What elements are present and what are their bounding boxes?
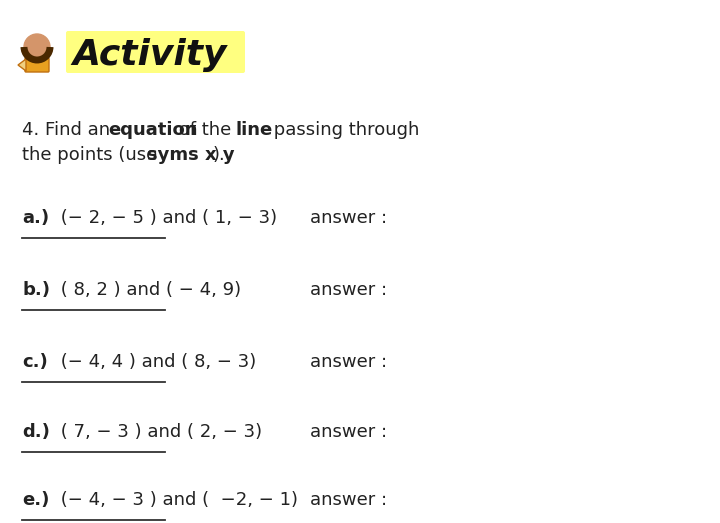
Text: of the: of the bbox=[174, 121, 238, 139]
Text: c.): c.) bbox=[22, 353, 48, 371]
Text: passing through: passing through bbox=[269, 121, 420, 139]
Text: syms x y: syms x y bbox=[147, 146, 235, 164]
Text: ( 7, − 3 ) and ( 2, − 3): ( 7, − 3 ) and ( 2, − 3) bbox=[55, 423, 262, 441]
Text: answer :: answer : bbox=[310, 353, 387, 371]
FancyBboxPatch shape bbox=[66, 31, 245, 73]
Text: (− 2, − 5 ) and ( 1, − 3): (− 2, − 5 ) and ( 1, − 3) bbox=[55, 209, 277, 227]
Text: line: line bbox=[235, 121, 273, 139]
Text: Activity: Activity bbox=[72, 38, 227, 72]
Text: ( 8, 2 ) and ( − 4, 9): ( 8, 2 ) and ( − 4, 9) bbox=[55, 281, 241, 299]
Text: e.): e.) bbox=[22, 491, 50, 509]
Text: equation: equation bbox=[108, 121, 197, 139]
Text: ).: ). bbox=[212, 146, 225, 164]
Text: 4. Find an: 4. Find an bbox=[22, 121, 116, 139]
Circle shape bbox=[24, 34, 50, 60]
FancyBboxPatch shape bbox=[25, 58, 49, 72]
Text: answer :: answer : bbox=[310, 423, 387, 441]
Text: b.): b.) bbox=[22, 281, 50, 299]
Text: d.): d.) bbox=[22, 423, 50, 441]
Polygon shape bbox=[18, 59, 26, 71]
Text: the points (use: the points (use bbox=[22, 146, 163, 164]
Text: answer :: answer : bbox=[310, 491, 387, 509]
Text: a.): a.) bbox=[22, 209, 49, 227]
Text: (− 4, − 3 ) and (  −2, − 1): (− 4, − 3 ) and ( −2, − 1) bbox=[55, 491, 298, 509]
Text: (− 4, 4 ) and ( 8, − 3): (− 4, 4 ) and ( 8, − 3) bbox=[55, 353, 256, 371]
Text: answer :: answer : bbox=[310, 209, 387, 227]
Text: answer :: answer : bbox=[310, 281, 387, 299]
